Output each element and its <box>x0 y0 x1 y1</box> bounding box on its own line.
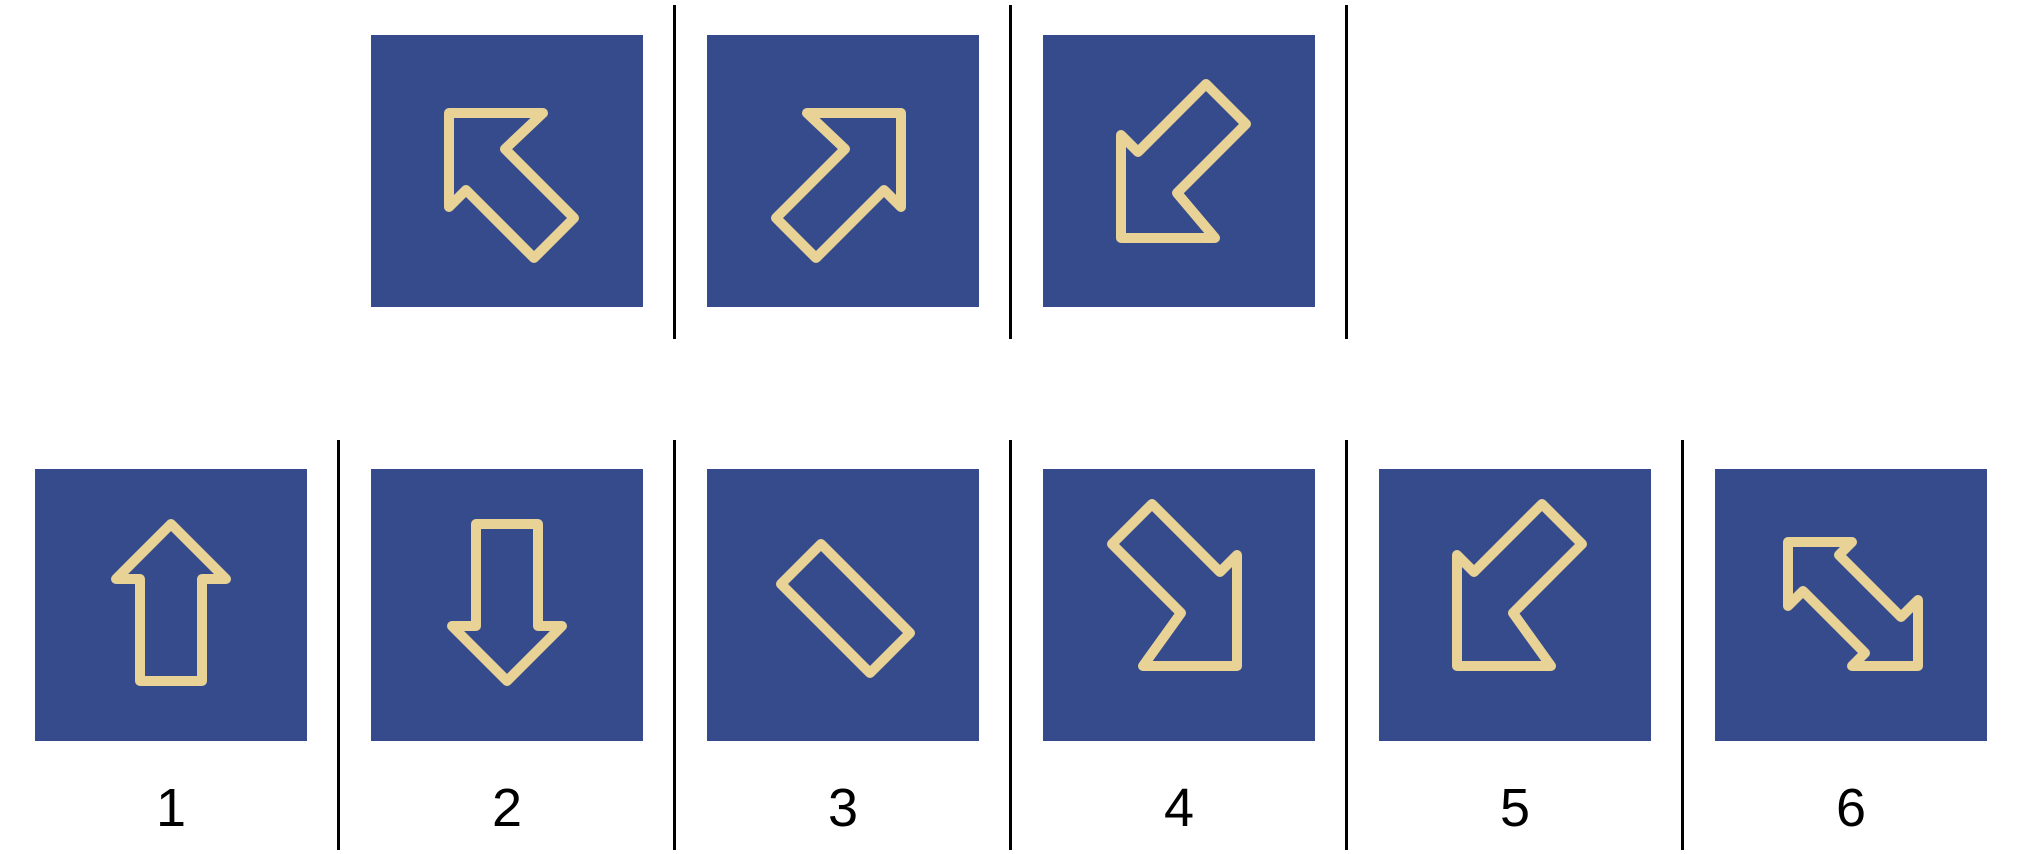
option-tile-5[interactable] <box>1379 469 1651 741</box>
sequence-tile-1 <box>371 35 643 307</box>
sequence-tile-2 <box>707 35 979 307</box>
arrow-down-icon <box>447 519 567 686</box>
arrow-up-right-icon <box>771 108 906 263</box>
divider-bottom-3 <box>1009 440 1012 850</box>
option-tile-2[interactable] <box>371 469 643 741</box>
bar-icon <box>776 539 915 678</box>
option-label-4: 4 <box>1163 778 1195 838</box>
arrow-down-left-icon <box>1452 499 1587 671</box>
option-label-6: 6 <box>1835 778 1867 838</box>
option-label-3: 3 <box>827 778 859 838</box>
option-tile-6[interactable] <box>1715 469 1987 741</box>
divider-top-1 <box>673 5 676 339</box>
divider-bottom-2 <box>673 440 676 850</box>
arrow-up-icon <box>111 519 231 686</box>
sequence-tile-3 <box>1043 35 1315 307</box>
divider-bottom-5 <box>1681 440 1684 850</box>
double-arrow-diagonal-icon <box>1783 537 1923 671</box>
option-label-2: 2 <box>491 778 523 838</box>
divider-top-3 <box>1345 5 1348 339</box>
divider-top-2 <box>1009 5 1012 339</box>
arrow-up-left-icon <box>444 108 579 263</box>
option-tile-4[interactable] <box>1043 469 1315 741</box>
option-label-5: 5 <box>1499 778 1531 838</box>
arrow-down-left-icon <box>1116 79 1251 243</box>
option-label-1: 1 <box>155 778 187 838</box>
divider-bottom-4 <box>1345 440 1348 850</box>
divider-bottom-1 <box>337 440 340 850</box>
arrow-down-right-icon <box>1107 499 1242 671</box>
option-tile-3[interactable] <box>707 469 979 741</box>
option-tile-1[interactable] <box>35 469 307 741</box>
